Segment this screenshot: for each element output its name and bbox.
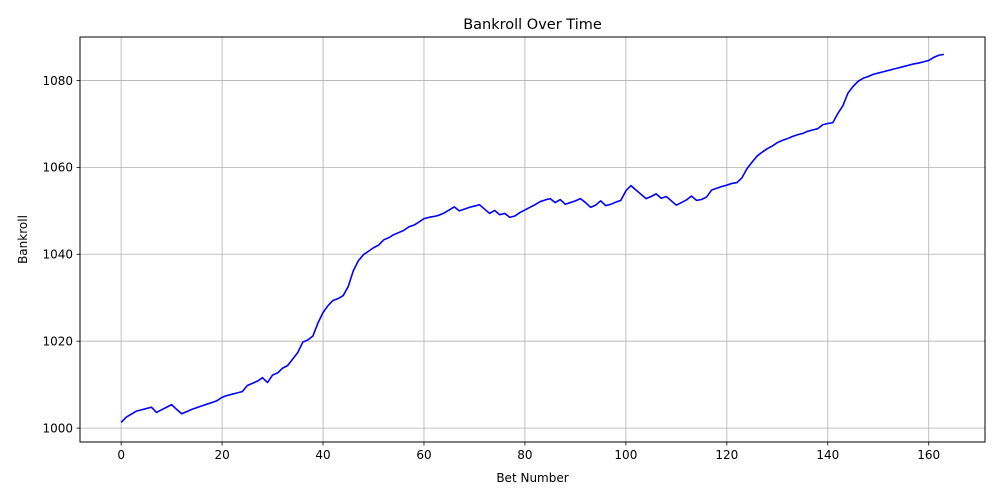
y-tick-label: 1000 [42, 421, 73, 435]
y-tick-label: 1020 [42, 334, 73, 348]
x-tick-label: 140 [816, 448, 839, 462]
y-axis-ticks: 1000 1020 1040 1060 1080 [42, 74, 80, 435]
plot-area [80, 37, 985, 442]
y-tick-label: 1060 [42, 161, 73, 175]
x-tick-label: 100 [614, 448, 637, 462]
y-tick-label: 1040 [42, 248, 73, 262]
x-tick-label: 20 [214, 448, 229, 462]
x-axis-title: Bet Number [496, 471, 568, 485]
y-axis-title: Bankroll [16, 215, 30, 264]
x-tick-label: 80 [517, 448, 532, 462]
grid [80, 37, 985, 442]
series-line [120, 53, 944, 424]
chart-title: Bankroll Over Time [463, 17, 602, 33]
plot-frame [79, 36, 986, 443]
x-tick-label: 160 [917, 448, 940, 462]
x-axis-ticks: 0 20 40 60 80 100 120 140 160 [117, 442, 940, 462]
y-tick-label: 1080 [42, 74, 73, 88]
x-tick-label: 60 [416, 448, 431, 462]
x-tick-label: 40 [315, 448, 330, 462]
x-tick-label: 0 [117, 448, 125, 462]
x-tick-label: 120 [715, 448, 738, 462]
series-layer [120, 53, 944, 424]
